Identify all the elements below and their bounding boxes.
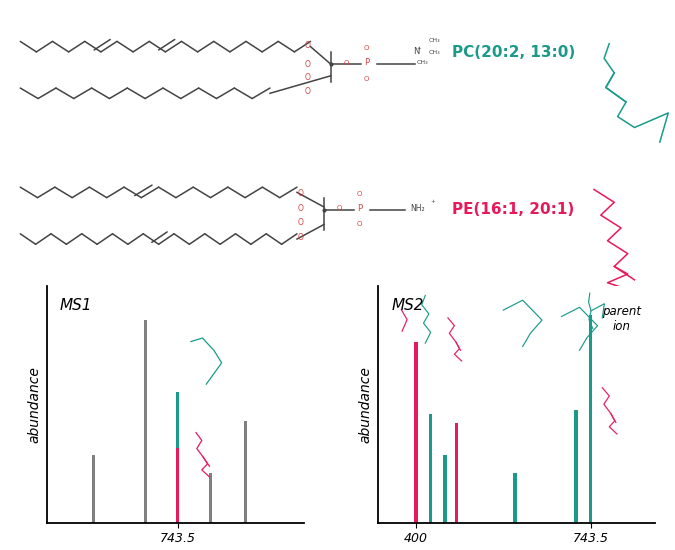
Bar bbox=[429, 414, 432, 522]
Text: MS2: MS2 bbox=[392, 298, 425, 313]
Text: NH₂: NH₂ bbox=[410, 204, 425, 213]
Bar bbox=[513, 473, 516, 522]
Text: CH₃: CH₃ bbox=[416, 60, 428, 65]
Text: CH₃: CH₃ bbox=[429, 39, 440, 43]
Text: O: O bbox=[298, 204, 303, 213]
Text: MS1: MS1 bbox=[60, 298, 92, 313]
Bar bbox=[92, 455, 95, 522]
Bar bbox=[589, 424, 593, 522]
Bar bbox=[455, 424, 458, 522]
Bar bbox=[244, 421, 247, 522]
Text: parent
ion: parent ion bbox=[602, 305, 641, 333]
Text: PC(20:2, 13:0): PC(20:2, 13:0) bbox=[452, 45, 576, 60]
Text: P: P bbox=[364, 58, 369, 67]
Text: O: O bbox=[298, 218, 303, 228]
Bar bbox=[414, 342, 418, 522]
Text: O: O bbox=[304, 73, 310, 82]
Text: N: N bbox=[413, 47, 420, 56]
Bar bbox=[176, 392, 180, 522]
Text: O: O bbox=[364, 76, 369, 82]
Text: +: + bbox=[431, 199, 435, 204]
Text: O: O bbox=[304, 87, 310, 96]
Y-axis label: abundance: abundance bbox=[358, 366, 373, 443]
Text: O: O bbox=[298, 189, 303, 199]
Text: O: O bbox=[357, 191, 362, 197]
Y-axis label: abundance: abundance bbox=[28, 366, 42, 443]
Bar bbox=[144, 320, 146, 522]
Text: P: P bbox=[357, 204, 362, 213]
Bar bbox=[443, 455, 447, 522]
Text: O: O bbox=[304, 41, 310, 50]
Bar bbox=[176, 448, 180, 522]
Text: O: O bbox=[298, 233, 303, 242]
Text: CH₃: CH₃ bbox=[429, 50, 440, 55]
Text: O: O bbox=[357, 222, 362, 228]
Text: O: O bbox=[344, 59, 349, 65]
Bar bbox=[574, 410, 578, 522]
Text: O: O bbox=[337, 205, 342, 211]
Text: +: + bbox=[416, 46, 421, 51]
Bar bbox=[589, 315, 593, 522]
Text: O: O bbox=[304, 59, 310, 69]
Text: O: O bbox=[364, 45, 369, 51]
Bar bbox=[209, 473, 212, 522]
Text: PE(16:1, 20:1): PE(16:1, 20:1) bbox=[452, 202, 574, 217]
